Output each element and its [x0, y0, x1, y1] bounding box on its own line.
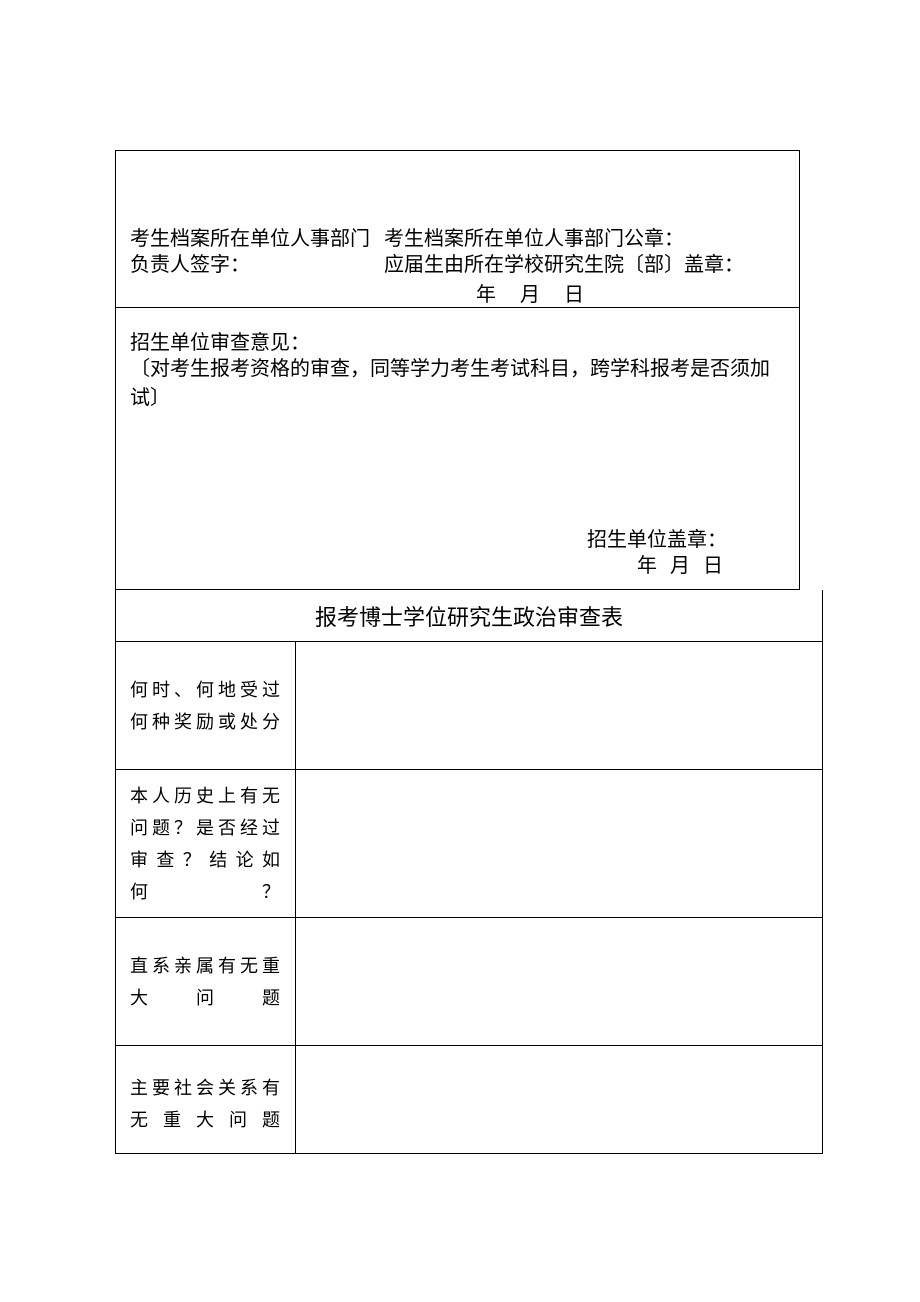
political-review-table: 报考博士学位研究生政治审查表 何时、何地受过何种奖励或处分 本人历史上有无问题？…: [115, 590, 823, 1154]
row-label-cell: 直系亲属有无重大问题: [116, 918, 296, 1045]
review-note: 〔对考生报考资格的审查，同等学力考生考试科目，跨学科报考是否须加试〕: [130, 352, 799, 410]
row-label: 何时、何地受过何种奖励或处分: [130, 674, 281, 738]
table-row: 何时、何地受过何种奖励或处分: [115, 642, 823, 770]
signature-label-line1: 考生档案所在单位人事部门: [130, 226, 370, 252]
signature-block: 考生档案所在单位人事部门 负责人签字：: [130, 226, 370, 278]
table-title: 报考博士学位研究生政治审查表: [315, 600, 623, 632]
row-value-cell: [296, 770, 822, 917]
table-row: 主要社会关系有无重大问题: [115, 1046, 823, 1154]
row-label: 主要社会关系有无重大问题: [130, 1072, 281, 1136]
signature-label-line2: 负责人签字：: [130, 252, 370, 278]
row-label-cell: 何时、何地受过何种奖励或处分: [116, 642, 296, 769]
seal-label-line1: 考生档案所在单位人事部门公章：: [384, 226, 744, 252]
top-date-line: 年 月 日: [476, 278, 586, 307]
document-page: 考生档案所在单位人事部门 负责人签字： 考生档案所在单位人事部门公章： 应届生由…: [115, 150, 800, 1154]
row-value-cell: [296, 1046, 822, 1153]
row-label-cell: 本人历史上有无问题？是否经过审查？结论如何？: [116, 770, 296, 917]
table-row: 本人历史上有无问题？是否经过审查？结论如何？: [115, 770, 823, 918]
row-label-cell: 主要社会关系有无重大问题: [116, 1046, 296, 1153]
review-opinion-section: 招生单位审查意见： 〔对考生报考资格的审查，同等学力考生考试科目，跨学科报考是否…: [115, 307, 800, 590]
row-label: 本人历史上有无问题？是否经过审查？结论如何？: [130, 780, 281, 908]
table-row: 直系亲属有无重大问题: [115, 918, 823, 1046]
seal-block: 考生档案所在单位人事部门公章： 应届生由所在学校研究生院〔部〕盖章：: [384, 226, 744, 278]
row-value-cell: [296, 918, 822, 1045]
signature-seal-section: 考生档案所在单位人事部门 负责人签字： 考生档案所在单位人事部门公章： 应届生由…: [115, 150, 800, 307]
row-value-cell: [296, 642, 822, 769]
review-seal-label: 招生单位盖章：: [587, 523, 727, 552]
seal-label-line2: 应届生由所在学校研究生院〔部〕盖章：: [384, 252, 744, 278]
row-label: 直系亲属有无重大问题: [130, 950, 281, 1014]
table-title-row: 报考博士学位研究生政治审查表: [115, 590, 823, 642]
review-date-line: 年 月 日: [637, 549, 727, 578]
review-title: 招生单位审查意见：: [130, 326, 310, 355]
